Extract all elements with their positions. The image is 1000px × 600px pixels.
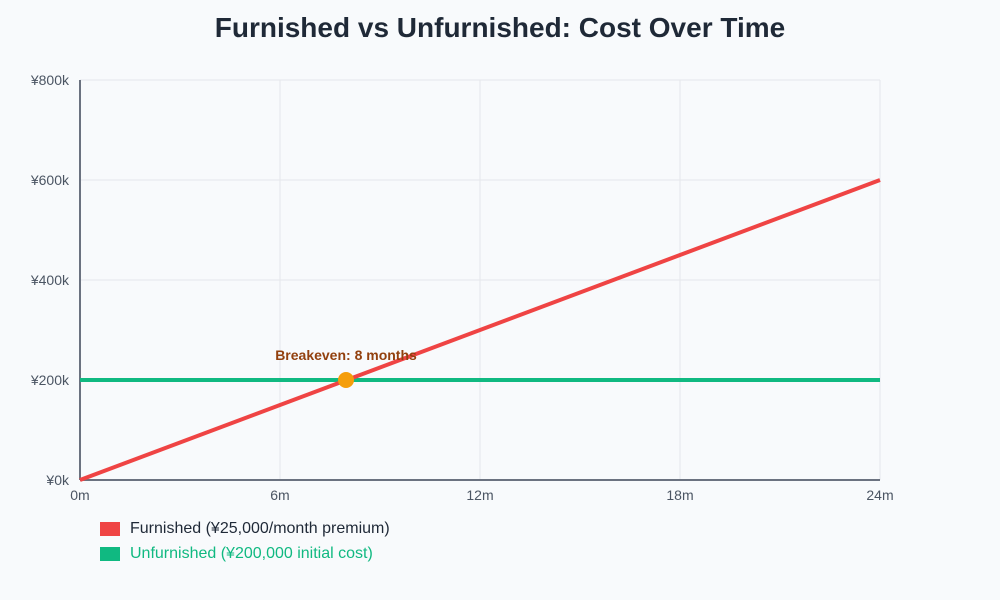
legend-label: Furnished (¥25,000/month premium) xyxy=(130,519,390,537)
grid-lines xyxy=(80,79,881,480)
legend-swatch-green xyxy=(100,546,120,561)
breakeven-label: Breakeven: 8 months xyxy=(275,347,417,363)
furnished-series-line xyxy=(79,178,881,482)
y-tick-label: ¥200k xyxy=(30,372,70,388)
x-tick-label: 6m xyxy=(270,487,289,503)
y-tick-label: ¥0k xyxy=(45,472,70,488)
legend-item-unfurnished: Unfurnished (¥200,000 initial cost) xyxy=(100,541,390,566)
y-tick-label: ¥400k xyxy=(30,272,70,288)
chart-legend: Furnished (¥25,000/month premium) Unfurn… xyxy=(100,516,390,566)
y-tick-label: ¥800k xyxy=(30,72,70,88)
x-tick-label: 12m xyxy=(466,487,493,503)
x-tick-label: 24m xyxy=(866,487,893,503)
x-tick-label: 18m xyxy=(666,487,693,503)
x-tick-label: 0m xyxy=(70,487,89,503)
legend-swatch-red xyxy=(100,521,120,536)
chart-title: Furnished vs Unfurnished: Cost Over Time xyxy=(214,12,786,43)
legend-label: Unfurnished (¥200,000 initial cost) xyxy=(130,544,373,562)
y-tick-label: ¥600k xyxy=(30,172,70,188)
legend-item-furnished: Furnished (¥25,000/month premium) xyxy=(100,516,390,541)
breakeven-marker xyxy=(338,372,354,388)
